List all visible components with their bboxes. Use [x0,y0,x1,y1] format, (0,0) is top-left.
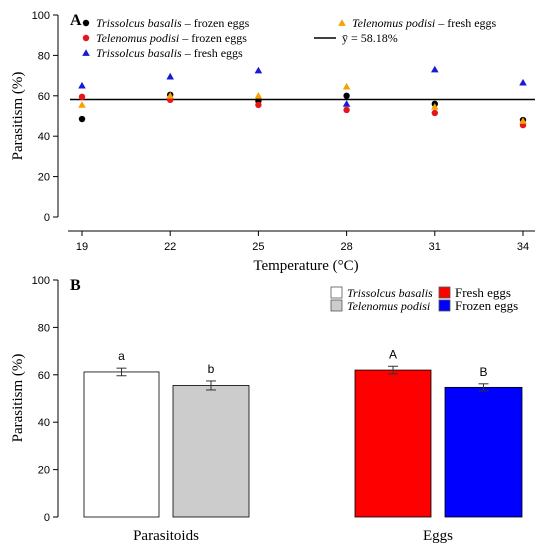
legend-marker [338,19,346,26]
y-tick-label: 20 [38,465,50,477]
data-point [342,100,351,107]
legend-label: Telenomus podisi – frozen eggs [96,31,247,45]
legend-mean-label: ȳ = 58.18% [342,31,398,45]
legend-species: Telenomus podisi [352,16,435,30]
panel-a-legend: Trissolcus basalis – frozen eggsTelenomu… [82,16,497,60]
legend-label: Fresh eggs [455,285,511,300]
data-point [78,93,86,101]
bar [83,371,160,518]
panel-a-x-axis-title: Temperature (°C) [253,258,358,274]
group-label: Parasitoids [133,528,199,544]
data-point [78,81,86,89]
data-point [519,78,527,86]
panel-b-bars: a b A B [83,347,523,518]
legend-label: Frozen eggs [455,298,518,313]
legend-marker [82,34,90,42]
data-point [431,65,439,73]
legend-label: Telenomus podisi [347,299,430,313]
panel-a: A Trissolcus basalis – frozen eggsTeleno… [10,10,535,274]
legend-egg-type: – fresh eggs [182,46,243,60]
panel-a-y-ticks: 0 20 40 60 80 100 [32,10,58,224]
legend-marker [82,49,90,56]
data-point [431,103,439,110]
data-point [431,109,438,117]
data-point [342,82,351,90]
data-point [78,101,86,108]
y-tick-label: 60 [38,91,50,103]
significance-letter: b [208,362,215,376]
data-point [166,92,174,99]
y-tick-label: 0 [44,512,50,524]
y-tick-label: 20 [38,172,50,184]
panel-b-y-axis-title: Parasitism (%) [10,354,26,443]
panel-a-x-ticks: 19 22 25 28 31 34 [76,231,529,253]
y-tick-label: 0 [44,212,50,224]
x-tick-label: 22 [164,241,176,253]
legend-label: Trissolcus basalis – frozen eggs [96,16,250,30]
y-tick-label: 80 [38,322,50,334]
data-point [519,117,527,124]
legend-label: Telenomus podisi – fresh eggs [352,16,497,30]
legend-species: Telenomus podisi [96,31,179,45]
x-tick-label: 19 [76,241,88,253]
data-point [254,66,263,74]
x-tick-label: 25 [252,241,264,253]
significance-letter: A [389,347,397,361]
significance-letter: B [479,365,487,379]
bar [172,385,250,518]
y-tick-label: 100 [32,10,50,22]
bar [444,386,523,518]
y-tick-label: 40 [38,131,50,143]
y-tick-label: 60 [38,370,50,382]
panel-b-y-ticks: 0 20 40 60 80 100 [32,275,58,524]
data-point [254,92,263,99]
legend-swatch [438,299,451,312]
legend-egg-type: – frozen eggs [179,31,247,45]
panel-a-points [78,65,527,129]
data-point [343,106,350,114]
legend-swatch [330,286,343,299]
panel-b-group-labels: Parasitoids Eggs [133,528,453,544]
data-point [343,92,350,100]
bar [354,369,432,518]
y-tick-label: 80 [38,50,50,62]
panel-a-label: A [70,12,82,29]
legend-species: Trissolcus basalis [96,16,182,30]
group-label: Eggs [423,528,453,544]
data-point [255,101,262,109]
legend-egg-type: – fresh eggs [435,16,496,30]
significance-letter: a [118,349,125,363]
data-point [78,115,86,123]
x-tick-label: 34 [517,241,529,253]
y-tick-label: 40 [38,417,50,429]
panel-b-label: B [70,277,81,294]
legend-swatch [438,286,451,299]
x-tick-label: 31 [429,241,441,253]
legend-species: Trissolcus basalis [96,46,182,60]
legend-label: Trissolcus basalis – fresh eggs [96,46,243,60]
legend-swatch [330,299,343,312]
legend-marker [82,19,90,27]
panel-a-y-axis-title: Parasitism (%) [10,72,26,161]
legend-label: Trissolcus basalis [347,286,433,300]
legend-egg-type: – frozen eggs [182,16,250,30]
x-tick-label: 28 [340,241,352,253]
y-tick-label: 100 [32,275,50,287]
data-point [166,72,174,80]
